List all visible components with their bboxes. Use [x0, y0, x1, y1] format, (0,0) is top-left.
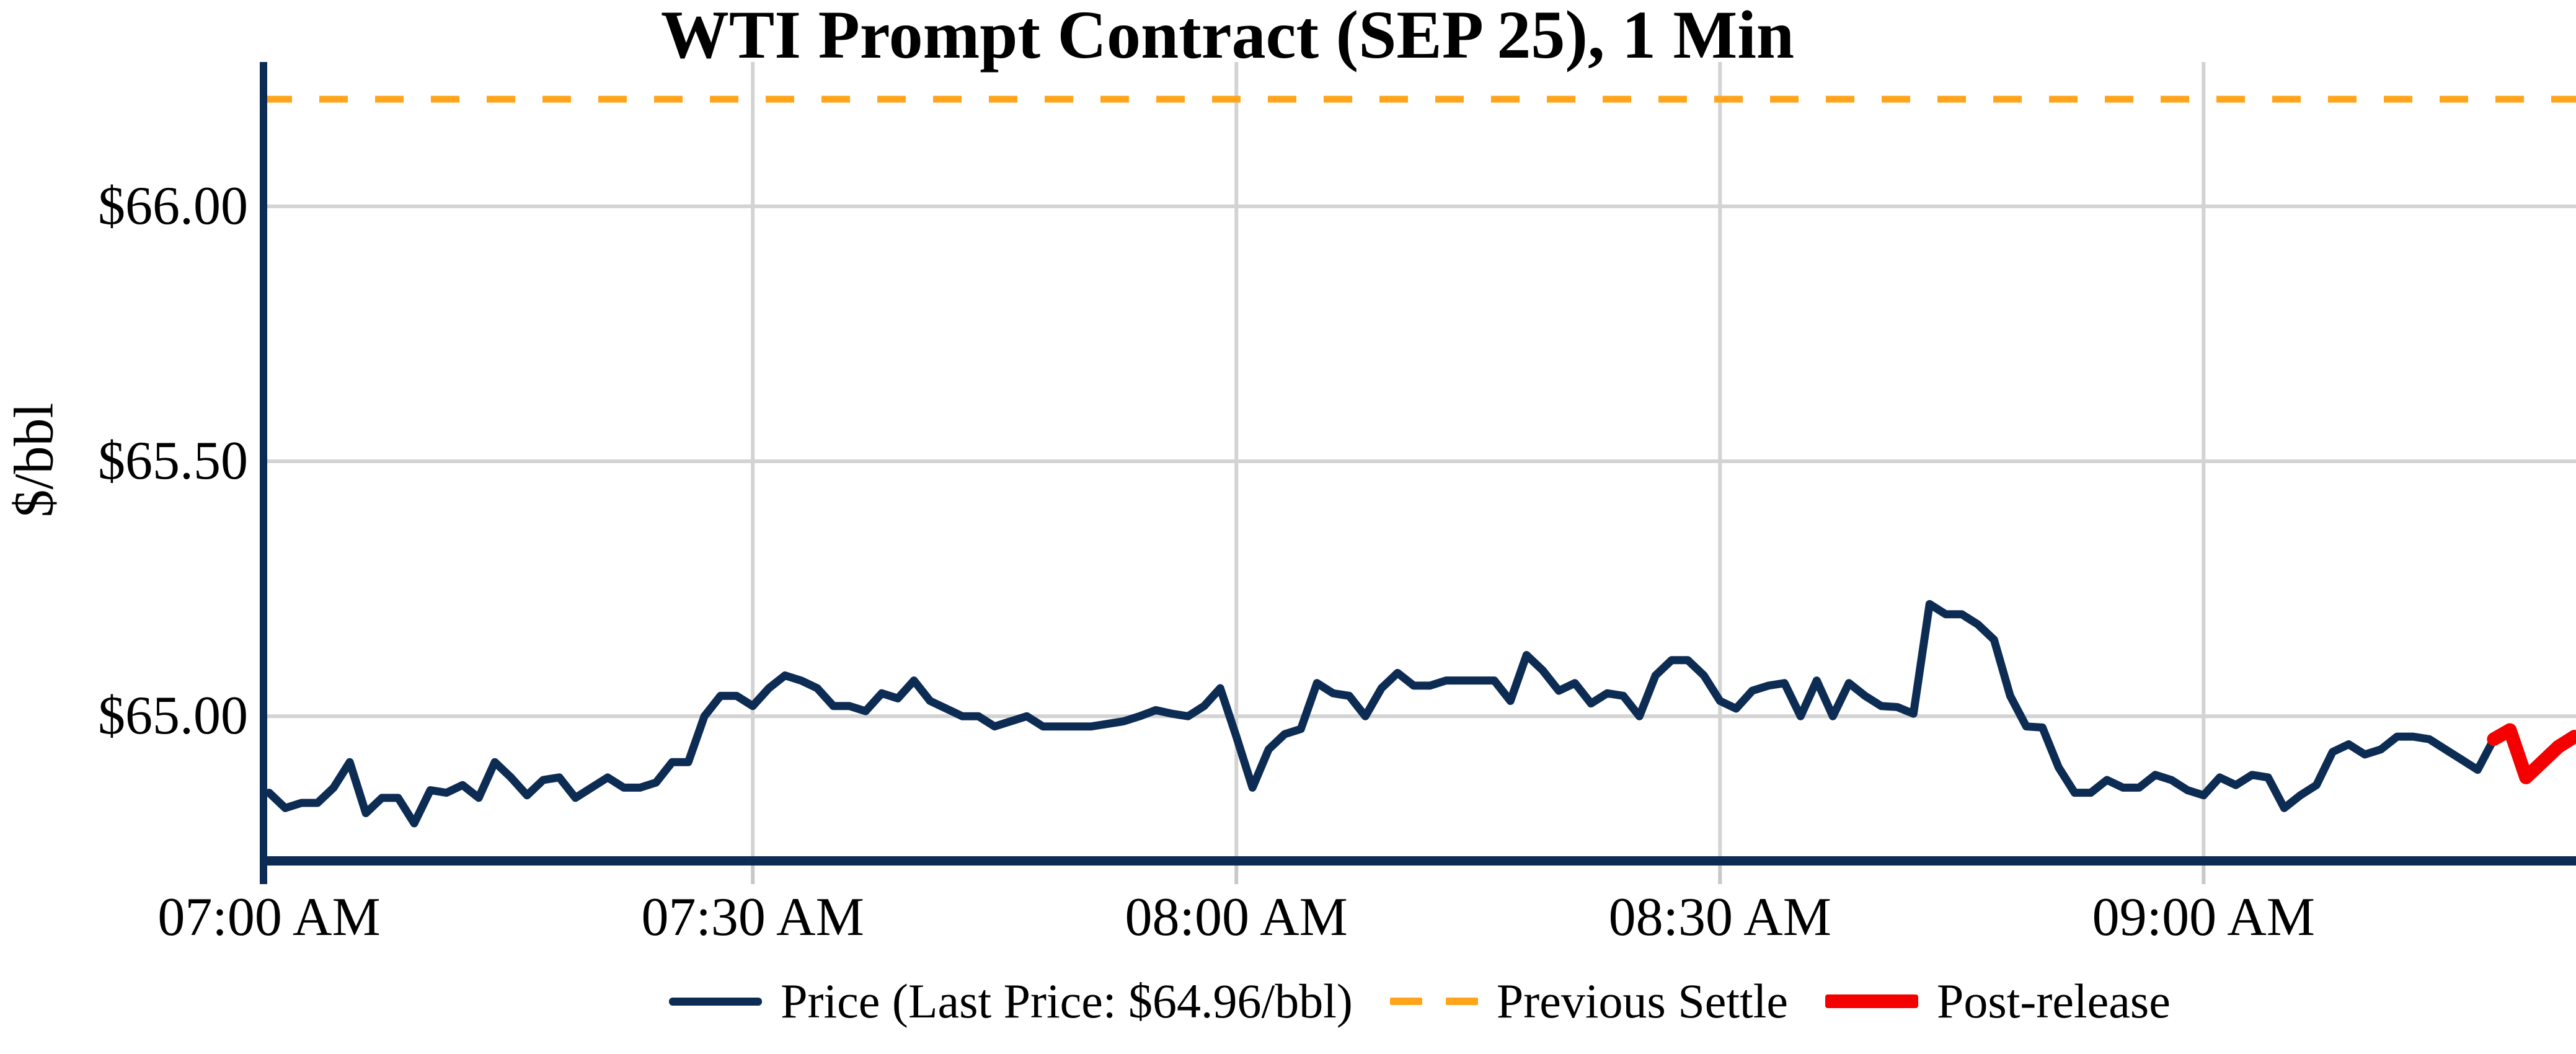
price-line	[265, 600, 2498, 828]
y-tick-label: $65.00	[98, 686, 248, 746]
legend-item-price: Price (Last Price: $64.96/bbl)	[669, 973, 1353, 1029]
legend-post-label: Post-release	[1937, 974, 2171, 1028]
x-tick-label: 07:30 AM	[641, 887, 864, 947]
legend-price-label: Price (Last Price: $64.96/bbl)	[781, 974, 1353, 1028]
price-line-swatch-icon	[669, 997, 763, 1006]
settle-dash-icon	[1389, 998, 1422, 1005]
post-release-line	[2487, 723, 2576, 784]
legend-settle-label: Previous Settle	[1496, 974, 1789, 1028]
y-tick-label: $66.00	[98, 175, 248, 236]
left-spine	[260, 62, 267, 884]
x-tick-label: 09:00 AM	[2092, 887, 2316, 947]
legend-item-post-release: Post-release	[1825, 973, 2171, 1029]
chart-title: WTI Prompt Contract (SEP 25), 1 Min	[660, 0, 1795, 73]
legend-item-previous-settle: Previous Settle	[1389, 973, 1789, 1029]
x-tick-label: 08:30 AM	[1608, 887, 1831, 947]
x-tick-label: 07:00 AM	[157, 887, 381, 947]
previous-settle-dashed-swatch-icon	[1389, 998, 1478, 1005]
post-release-swatch-icon	[1825, 994, 1919, 1008]
settle-dash-icon	[1445, 998, 1478, 1005]
bottom-spine	[260, 856, 2576, 866]
legend: Price (Last Price: $64.96/bbl) Previous …	[263, 964, 2576, 1038]
x-tick-label: 08:00 AM	[1125, 887, 1348, 947]
y-tick-label: $65.50	[98, 431, 248, 491]
